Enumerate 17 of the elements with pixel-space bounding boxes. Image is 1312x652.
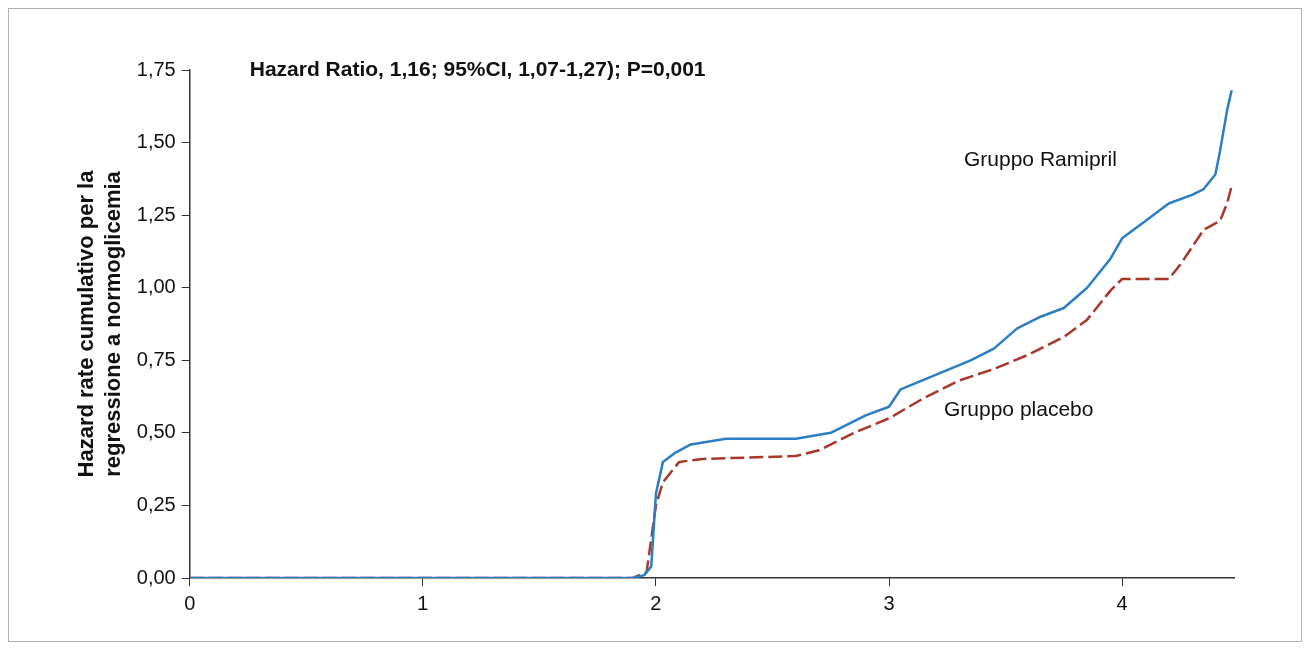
x-tick-label: 0 <box>184 591 196 614</box>
series-label: Gruppo placebo <box>944 396 1094 420</box>
y-tick-label: 1,25 <box>136 202 176 225</box>
y-tick-label: 1,75 <box>136 57 176 80</box>
y-tick-label: 0,50 <box>136 420 176 443</box>
text: Gruppo Ramipril <box>964 146 1117 170</box>
y-tick-label: 1,00 <box>136 275 176 298</box>
y-tick-label: 1,50 <box>136 130 176 153</box>
chart-title: Hazard Ratio, 1,16; 95%CI, 1,07-1,27); P=0,001 <box>249 57 706 81</box>
y-axis-title: Hazard rate cumulativo per la regressione a normoglicemia <box>73 169 125 478</box>
y-tick-label: 0,75 <box>136 347 176 370</box>
y-tick-label: 0,25 <box>136 492 176 515</box>
x-tick-label: 2 <box>650 591 662 614</box>
x-tick-label: 1 <box>417 591 429 614</box>
x-tick-label: 3 <box>883 591 895 614</box>
x-tick-label: 4 <box>1116 591 1128 614</box>
y-tick-label: 0,00 <box>136 565 176 588</box>
